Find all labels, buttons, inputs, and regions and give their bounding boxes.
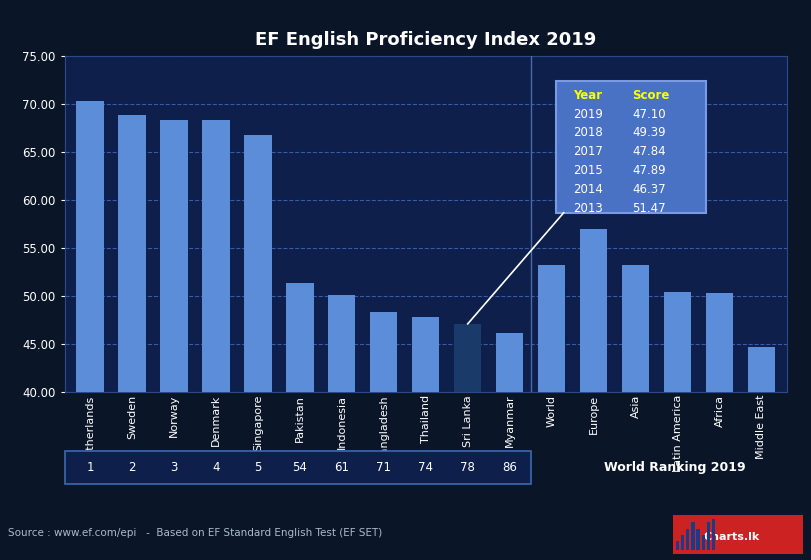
Text: 47.89: 47.89 (633, 164, 666, 177)
Text: 49.39: 49.39 (633, 127, 666, 139)
Text: 47.10: 47.10 (633, 108, 666, 120)
Bar (580, 229, 607, 392)
Text: 3: 3 (170, 461, 178, 474)
Text: 46.37: 46.37 (633, 183, 666, 196)
Text: 5: 5 (254, 461, 262, 474)
Text: 2019: 2019 (573, 108, 603, 120)
Bar (161, 120, 187, 392)
Text: 2015: 2015 (573, 164, 603, 177)
Text: 2: 2 (128, 461, 135, 474)
Bar (664, 292, 691, 392)
Text: 86: 86 (502, 461, 517, 474)
Text: 54: 54 (293, 461, 307, 474)
Text: Score: Score (633, 89, 670, 102)
Text: 47.84: 47.84 (633, 145, 666, 158)
Text: 2017: 2017 (573, 145, 603, 158)
Bar (286, 283, 314, 392)
Bar (702, 535, 705, 550)
Text: 71: 71 (376, 461, 392, 474)
Text: 74: 74 (418, 461, 433, 474)
Bar (538, 265, 565, 392)
Bar (244, 135, 272, 392)
Text: 1: 1 (86, 461, 94, 474)
Text: 4: 4 (212, 461, 220, 474)
Bar (748, 347, 775, 392)
Bar (454, 324, 482, 392)
Bar (697, 529, 700, 550)
Bar (76, 101, 104, 392)
Bar (712, 519, 715, 550)
Text: 78: 78 (461, 461, 475, 474)
Text: Source : www.ef.com/epi   -  Based on EF Standard English Test (EF SET): Source : www.ef.com/epi - Based on EF St… (8, 528, 382, 538)
Text: 51.47: 51.47 (633, 202, 666, 214)
Bar (328, 295, 355, 392)
Text: Year: Year (573, 89, 603, 102)
Bar (118, 115, 146, 392)
Bar (496, 333, 523, 392)
Text: 2013: 2013 (573, 202, 603, 214)
Text: 2014: 2014 (573, 183, 603, 196)
Text: 61: 61 (334, 461, 350, 474)
Bar (706, 293, 733, 392)
Bar (622, 265, 650, 392)
Bar (412, 317, 440, 392)
Bar (681, 535, 684, 550)
Bar (691, 522, 694, 550)
Bar (202, 120, 230, 392)
Bar (707, 522, 710, 550)
Bar (686, 529, 689, 550)
Bar (370, 312, 397, 392)
Title: EF English Proficiency Index 2019: EF English Proficiency Index 2019 (255, 31, 596, 49)
Text: World Ranking 2019: World Ranking 2019 (604, 461, 745, 474)
Text: 2018: 2018 (573, 127, 603, 139)
Text: Charts.lk: Charts.lk (703, 532, 760, 542)
Bar (676, 541, 679, 550)
